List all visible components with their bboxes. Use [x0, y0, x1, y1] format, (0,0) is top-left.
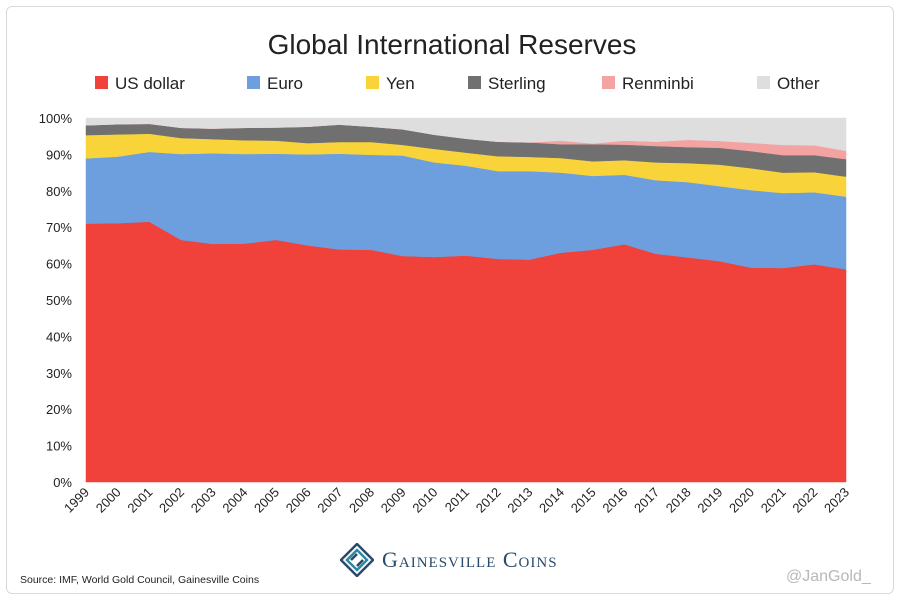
x-tick-label: 2016: [599, 485, 630, 516]
x-tick-label: 2001: [124, 485, 155, 516]
x-tick-label: 2019: [694, 485, 725, 516]
x-tick-label: 2021: [758, 485, 789, 516]
x-axis: 1999 2000 2001 2002 2003 2004 2005 2006 2007 2008…: [61, 485, 852, 516]
source-note: Source: IMF, World Gold Council, Gainesv…: [20, 574, 260, 586]
y-tick-label: 10%: [46, 439, 72, 454]
x-tick-label: 2008: [346, 485, 377, 516]
x-tick-label: 2002: [156, 485, 187, 516]
legend-label: Euro: [267, 74, 303, 93]
x-tick-label: 2013: [504, 485, 535, 516]
x-tick-label: 2010: [409, 485, 440, 516]
x-tick-label: 2022: [789, 485, 820, 516]
y-axis: 0% 10% 20% 30% 40% 50% 60% 70% 80% 90% 100%: [39, 111, 73, 490]
x-tick-label: 2012: [473, 485, 504, 516]
x-tick-label: 2017: [631, 485, 662, 516]
plot-area: [85, 117, 847, 483]
legend-swatch: [247, 76, 260, 89]
x-tick-label: 2023: [821, 485, 852, 516]
x-tick-label: 2015: [568, 485, 599, 516]
legend-swatch: [366, 76, 379, 89]
legend-label: Sterling: [488, 74, 546, 93]
y-tick-label: 50%: [46, 293, 72, 308]
legend-entry-euro: Euro: [247, 74, 303, 93]
logo-text: Gainesville Coins: [382, 547, 558, 572]
x-tick-label: 2005: [251, 485, 282, 516]
logo-emblem-icon: [340, 543, 374, 577]
legend-swatch: [468, 76, 481, 89]
legend-swatch: [602, 76, 615, 89]
legend-swatch: [95, 76, 108, 89]
legend: US dollar Euro Yen Sterling Renminbi Other: [95, 74, 820, 93]
y-tick-label: 80%: [46, 184, 72, 199]
legend-entry-other: Other: [757, 74, 820, 93]
legend-entry-renminbi: Renminbi: [602, 74, 694, 93]
x-tick-label: 2014: [536, 485, 567, 516]
x-tick-label: 2006: [283, 485, 314, 516]
x-tick-label: 2000: [93, 485, 124, 516]
y-tick-label: 90%: [46, 147, 72, 162]
x-tick-label: 2004: [219, 485, 250, 516]
legend-entry-us-dollar: US dollar: [95, 74, 185, 93]
y-tick-label: 100%: [39, 111, 73, 126]
legend-entry-yen: Yen: [366, 74, 415, 93]
y-tick-label: 30%: [46, 366, 72, 381]
legend-entry-sterling: Sterling: [468, 74, 546, 93]
y-tick-label: 0%: [53, 475, 72, 490]
legend-swatch: [757, 76, 770, 89]
watermark: @JanGold_: [786, 568, 871, 585]
x-tick-label: 2011: [442, 485, 472, 515]
legend-label: Renminbi: [622, 74, 694, 93]
legend-label: US dollar: [115, 74, 185, 93]
gainesville-coins-logo: Gainesville Coins: [340, 540, 558, 580]
y-tick-label: 40%: [46, 329, 72, 344]
x-tick-label: 2018: [663, 485, 694, 516]
y-tick-label: 20%: [46, 402, 72, 417]
x-tick-label: 2009: [378, 485, 409, 516]
y-tick-label: 70%: [46, 220, 72, 235]
x-tick-label: 2003: [188, 485, 219, 516]
x-tick-label: 2020: [726, 485, 757, 516]
legend-label: Other: [777, 74, 820, 93]
x-tick-label: 2007: [314, 485, 345, 516]
y-tick-label: 60%: [46, 257, 72, 272]
chart-title: Global International Reserves: [268, 29, 637, 60]
area-other: [85, 117, 847, 152]
legend-label: Yen: [386, 74, 415, 93]
